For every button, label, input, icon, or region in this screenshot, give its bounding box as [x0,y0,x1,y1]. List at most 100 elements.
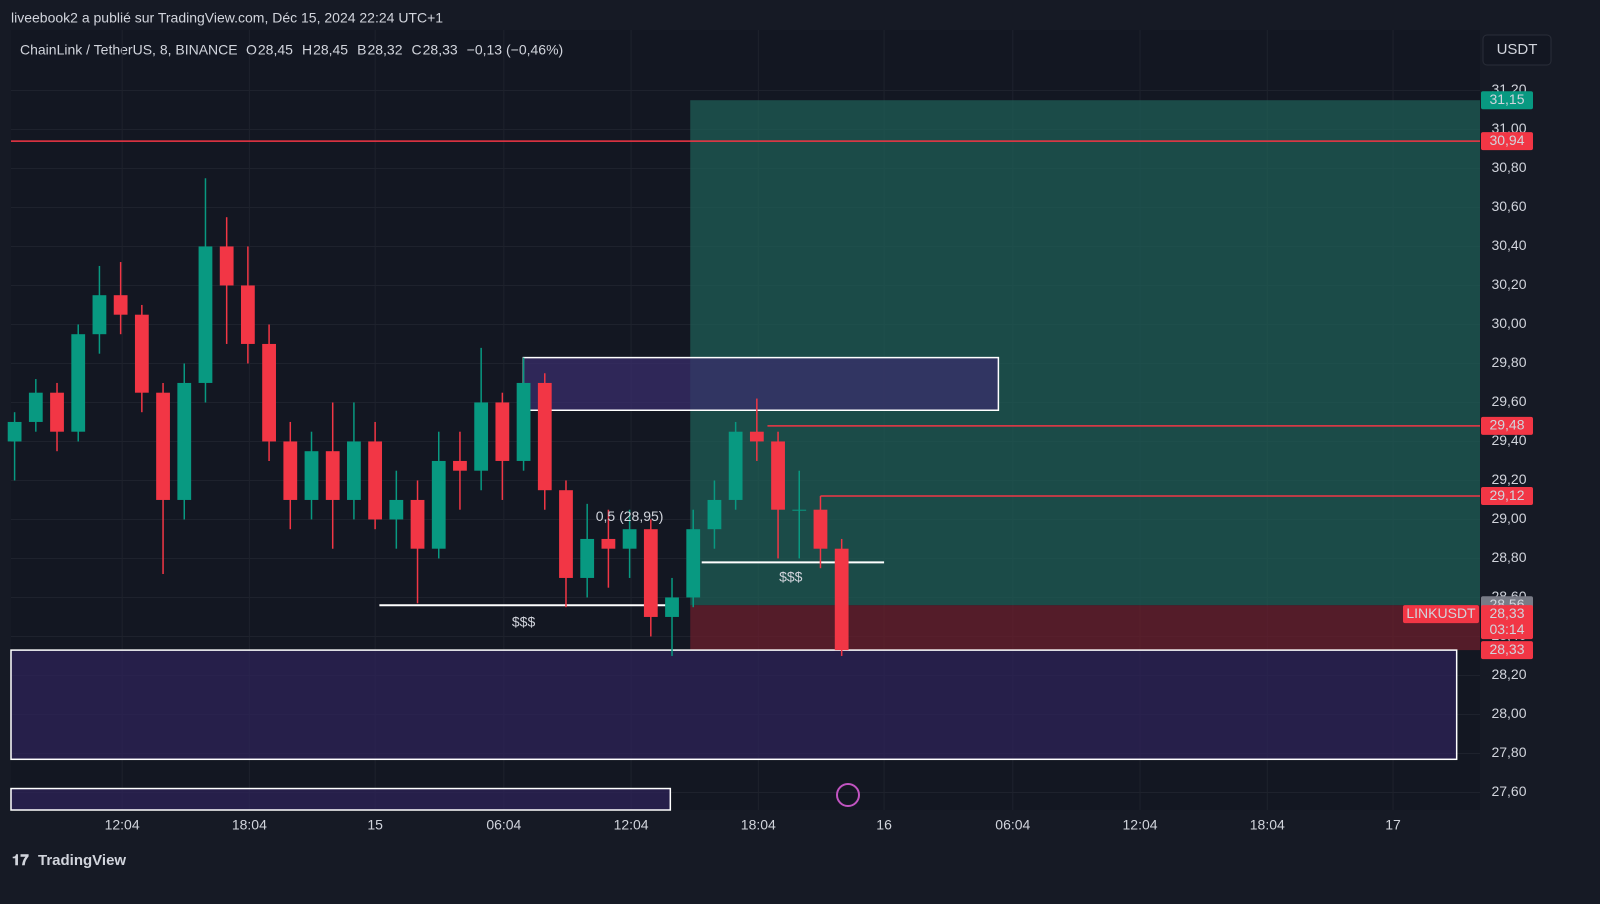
price-tag [1481,91,1533,110]
candle-body [71,334,86,432]
zone [10,787,672,811]
ohlc-value: 28,45 [313,42,348,58]
zone [10,649,1458,761]
x-tick-label: 18:04 [741,817,776,833]
x-tick-label: 06:04 [486,817,521,833]
candle-body [686,529,701,598]
candle-body [559,490,573,578]
candle-body [50,392,64,432]
candle-body [283,441,298,500]
candle-body [92,295,107,335]
y-tick-label: 29,20 [1491,471,1526,487]
symbol: ChainLink / TetherUS, 8, BINANCE [20,42,238,58]
change: −0,13 (−0,46%) [467,42,564,58]
candle-body [834,548,849,651]
brand-logo: 𝟏𝟕 [12,852,29,869]
ohlc-value: 28,32 [367,42,402,58]
candle-body [495,402,510,461]
y-tick-label: 29,80 [1491,354,1526,370]
candle-body [325,451,340,500]
x-tick-label: 17 [1385,817,1401,833]
x-tick-label: 15 [367,817,383,833]
annotation: 0,5 (28,95) [596,508,664,524]
candle-body [643,529,658,617]
symbol-tag-label: LINKUSDT [1406,605,1476,621]
currency-button[interactable] [1482,34,1552,66]
y-tick-label: 29,60 [1491,393,1526,409]
y-tick-label: 27,80 [1491,744,1526,760]
y-tick-label: 30,20 [1491,276,1526,292]
candle-body [749,431,764,442]
price-tag-label: 29,48 [1489,417,1524,433]
y-tick-label: 29,00 [1491,510,1526,526]
y-tick-label: 30,60 [1491,198,1526,214]
symbol-tag [1403,605,1479,624]
candle-body [707,499,722,530]
candle-body [347,441,361,500]
x-tick-label: 18:04 [232,817,267,833]
ohlc-key: C [412,42,422,58]
candle-body [622,529,637,549]
brand: TradingView [38,852,126,869]
candle-body [728,431,743,500]
price-tag-label: 30,94 [1489,132,1524,148]
zone [690,100,1480,606]
candle-body [453,460,467,471]
countdown: 03:14 [1489,621,1524,637]
x-tick-label: 12:04 [1123,817,1158,833]
price-tag [1481,416,1533,435]
ohlc-key: H [302,42,312,58]
candle-body [177,382,192,500]
x-tick-label: 12:04 [105,817,140,833]
y-tick-label: 29,40 [1491,432,1526,448]
price-tag-label: 28,33 [1489,641,1524,657]
candle-body [813,509,828,549]
x-tick-label: 12:04 [614,817,649,833]
candle-body [389,499,404,520]
x-tick-label: 06:04 [995,817,1030,833]
y-tick-label: 30,80 [1491,159,1526,175]
plot: $$$ $$$ 0,5 (28,95) [7,30,1480,811]
price-tag [1481,487,1533,506]
x-tick-label: 18:04 [1250,817,1285,833]
ohlc-key: B [357,42,366,58]
y-tick-label: 30,00 [1491,315,1526,331]
candle-body [580,538,595,578]
candle-body [219,246,234,286]
candle-body [156,392,170,500]
candle-body [7,421,22,442]
price-tag [1481,132,1533,151]
caption: liveebook2 a publié sur TradingView.com,… [11,10,443,26]
candle-body [431,460,446,549]
y-tick-label: 30,40 [1491,237,1526,253]
y-tick-label: 28,80 [1491,549,1526,565]
price-tag-label: 28,33 [1489,605,1524,621]
candle-body [601,538,616,549]
annotation: $$$ [512,614,536,630]
candle-body [198,246,213,383]
x-tick-label: 16 [876,817,892,833]
annotation: $$$ [779,569,803,585]
candle-body [771,441,785,510]
ohlc-value: 28,33 [423,42,458,58]
price-tag-label: 29,12 [1489,487,1524,503]
candle-body [240,285,255,344]
currency[interactable]: USDT [1497,41,1538,58]
candle-body [368,441,383,520]
candle-body [537,382,552,491]
zone [522,356,1000,412]
candle-body [113,295,128,315]
candle-body [262,343,276,442]
ohlc-value: 28,45 [258,42,293,58]
candle-body [665,597,679,617]
candle-body [28,392,43,422]
candle-body [410,499,425,549]
price-tag [1481,641,1533,660]
candle-body [792,509,807,511]
price-tag-label: 31,15 [1489,91,1524,107]
alert-icon[interactable] [836,783,860,807]
y-tick-label: 27,60 [1491,783,1526,799]
candle-body [134,314,149,393]
y-tick-label: 28,20 [1491,666,1526,682]
